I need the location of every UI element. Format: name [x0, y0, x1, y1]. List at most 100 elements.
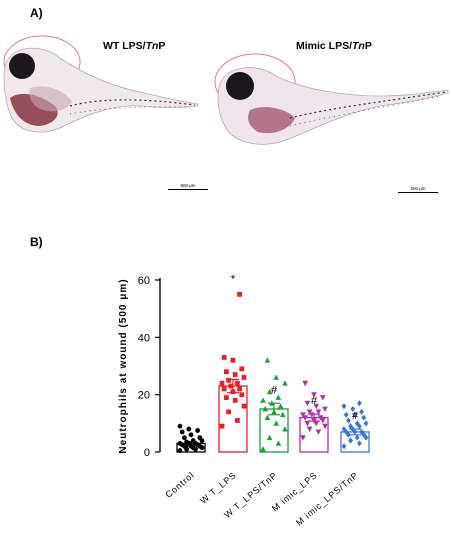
data-point — [304, 400, 311, 407]
data-point — [275, 394, 282, 400]
data-point — [361, 414, 367, 421]
data-point — [262, 406, 268, 412]
data-point — [341, 403, 347, 410]
data-point — [311, 418, 317, 424]
data-point — [235, 418, 240, 423]
data-point — [237, 386, 242, 392]
data-point — [224, 395, 229, 400]
right-larva-caption: Mimic LPS/TnP — [296, 40, 372, 52]
data-point — [230, 389, 236, 395]
data-point — [184, 442, 190, 448]
data-point — [193, 446, 198, 452]
data-point — [230, 357, 236, 363]
data-point — [221, 386, 227, 392]
data-point — [341, 443, 347, 450]
data-point — [357, 440, 362, 447]
neutrophil-chart: 0 20 40 60 Neutrophils at wound (500 μm) Cont… — [118, 273, 370, 528]
data-point — [177, 448, 183, 453]
larva-stripe-right — [289, 91, 447, 119]
data-point — [357, 400, 362, 407]
data-point — [177, 423, 183, 429]
y-tick-label: 40 — [138, 332, 150, 344]
data-point — [313, 420, 319, 427]
data-point — [320, 418, 326, 424]
data-point — [300, 435, 306, 441]
chart-points — [177, 291, 369, 453]
data-point — [266, 434, 273, 441]
data-point — [282, 426, 288, 432]
larva-image-left — [3, 35, 199, 133]
data-point — [363, 434, 369, 441]
data-point — [188, 432, 194, 438]
data-point — [346, 417, 351, 424]
data-point — [348, 437, 353, 444]
data-point — [363, 420, 369, 427]
data-point — [352, 428, 358, 435]
data-point — [352, 411, 358, 418]
chart-labels: 0 20 40 60 Neutrophils at wound (500 μm) Cont… — [118, 273, 360, 527]
data-point — [302, 380, 308, 387]
data-point — [239, 392, 245, 398]
data-point — [322, 406, 328, 412]
data-point — [241, 375, 247, 380]
data-point — [302, 415, 308, 421]
category-label: Control — [163, 470, 196, 500]
scale-bar-right: 500 μm — [398, 186, 438, 193]
data-point — [269, 400, 275, 406]
y-tick-label: 20 — [138, 390, 150, 402]
data-point — [315, 409, 322, 415]
data-point — [354, 434, 360, 441]
data-point — [280, 411, 286, 418]
y-axis-title: Neutrophils at wound (500 μm) — [118, 278, 129, 453]
data-point — [221, 355, 227, 360]
data-point — [300, 412, 306, 418]
larva-eye-left — [9, 53, 35, 79]
data-point — [177, 441, 183, 446]
scale-bar-left-text: 500 μm — [180, 183, 196, 188]
data-point — [306, 409, 313, 415]
data-point — [241, 403, 247, 409]
significance-mark: # — [352, 410, 359, 422]
data-point — [232, 372, 238, 377]
larva-stripe-left — [69, 99, 196, 107]
larva-body-right — [217, 67, 449, 145]
data-point — [315, 429, 322, 435]
larva-stripe2-left — [69, 106, 191, 115]
data-point — [260, 446, 266, 452]
data-point — [277, 403, 284, 409]
larva-eye-right — [226, 72, 254, 100]
data-point — [195, 428, 201, 433]
scale-bar-left: 500 μm — [168, 183, 208, 190]
data-point — [179, 429, 185, 435]
data-point — [320, 395, 326, 401]
data-point — [186, 426, 192, 432]
data-point — [275, 440, 282, 446]
data-point — [317, 415, 324, 421]
data-point — [190, 438, 196, 443]
data-point — [235, 380, 240, 386]
data-point — [237, 291, 242, 297]
larva-yolk-left — [29, 86, 72, 112]
significance-mark: # — [271, 384, 278, 396]
data-point — [219, 423, 225, 429]
panel-a-label: A) — [30, 6, 43, 20]
data-point — [359, 408, 364, 415]
data-point — [313, 403, 319, 410]
data-point — [197, 435, 203, 441]
data-point — [322, 423, 328, 430]
data-point — [282, 380, 288, 386]
left-larva-caption: WT LPS/TnP — [103, 40, 166, 52]
data-point — [359, 428, 364, 435]
category-label: W T_LPS — [198, 470, 238, 506]
data-point — [239, 366, 245, 372]
data-point — [306, 426, 313, 433]
data-point — [266, 388, 273, 395]
scale-bar-right-text: 500 μm — [410, 186, 426, 191]
data-point — [264, 357, 271, 363]
data-point — [311, 392, 317, 398]
larva-pigment-right — [248, 107, 295, 134]
data-point — [182, 435, 187, 441]
data-point — [273, 374, 279, 380]
larva-image-right — [214, 53, 449, 145]
significance-mark: # — [311, 395, 318, 407]
